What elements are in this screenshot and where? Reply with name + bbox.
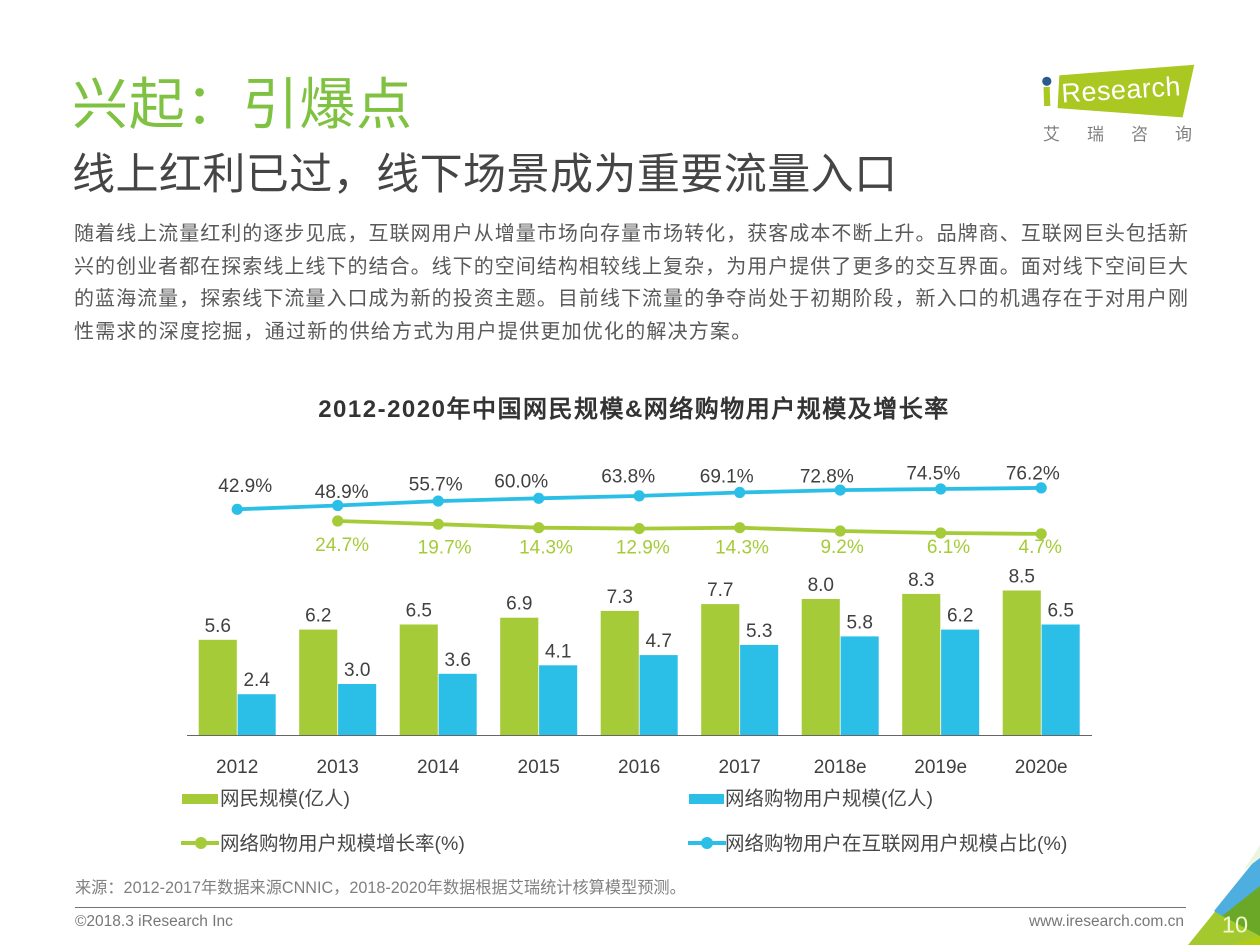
svg-text:2013: 2013 xyxy=(317,757,359,778)
svg-text:5.8: 5.8 xyxy=(846,612,872,633)
svg-text:2020e: 2020e xyxy=(1015,757,1068,778)
svg-text:2018e: 2018e xyxy=(814,757,867,778)
svg-text:55.7%: 55.7% xyxy=(409,475,463,496)
svg-text:4.1: 4.1 xyxy=(545,641,571,662)
svg-text:60.0%: 60.0% xyxy=(494,472,548,493)
svg-text:2015: 2015 xyxy=(518,757,560,778)
svg-text:9.2%: 9.2% xyxy=(820,537,863,558)
svg-text:6.2: 6.2 xyxy=(947,606,973,627)
svg-text:3.6: 3.6 xyxy=(444,650,470,671)
svg-text:6.5: 6.5 xyxy=(406,601,432,622)
svg-text:12.9%: 12.9% xyxy=(616,538,670,559)
svg-text:2019e: 2019e xyxy=(914,757,967,778)
svg-text:74.5%: 74.5% xyxy=(906,464,960,485)
svg-text:7.3: 7.3 xyxy=(607,587,633,608)
svg-text:7.7: 7.7 xyxy=(707,580,733,601)
svg-text:3.0: 3.0 xyxy=(344,660,370,681)
svg-text:63.8%: 63.8% xyxy=(601,467,655,488)
svg-text:24.7%: 24.7% xyxy=(315,535,369,556)
svg-text:69.1%: 69.1% xyxy=(700,467,754,488)
svg-text:2.4: 2.4 xyxy=(243,670,270,691)
svg-text:2014: 2014 xyxy=(417,757,460,778)
svg-text:5.3: 5.3 xyxy=(746,621,772,642)
svg-text:2016: 2016 xyxy=(618,757,660,778)
svg-text:42.9%: 42.9% xyxy=(218,476,272,497)
svg-text:10: 10 xyxy=(1222,912,1248,938)
svg-text:14.3%: 14.3% xyxy=(519,538,573,559)
svg-text:6.2: 6.2 xyxy=(305,606,331,627)
svg-text:6.9: 6.9 xyxy=(506,594,532,615)
svg-text:72.8%: 72.8% xyxy=(800,467,854,488)
svg-text:2012: 2012 xyxy=(216,757,258,778)
svg-text:Research: Research xyxy=(1061,71,1182,108)
svg-text:8.0: 8.0 xyxy=(808,575,834,596)
svg-text:48.9%: 48.9% xyxy=(315,482,369,503)
svg-text:4.7%: 4.7% xyxy=(1019,537,1062,558)
svg-text:6.1%: 6.1% xyxy=(927,537,970,558)
svg-text:76.2%: 76.2% xyxy=(1006,464,1060,485)
svg-text:8.5: 8.5 xyxy=(1009,567,1035,588)
svg-text:4.7: 4.7 xyxy=(645,631,671,652)
svg-text:19.7%: 19.7% xyxy=(418,538,472,559)
svg-text:14.3%: 14.3% xyxy=(715,538,769,559)
svg-text:6.5: 6.5 xyxy=(1047,601,1073,622)
svg-text:8.3: 8.3 xyxy=(908,570,934,591)
svg-text:2017: 2017 xyxy=(719,757,761,778)
svg-text:5.6: 5.6 xyxy=(205,616,231,637)
